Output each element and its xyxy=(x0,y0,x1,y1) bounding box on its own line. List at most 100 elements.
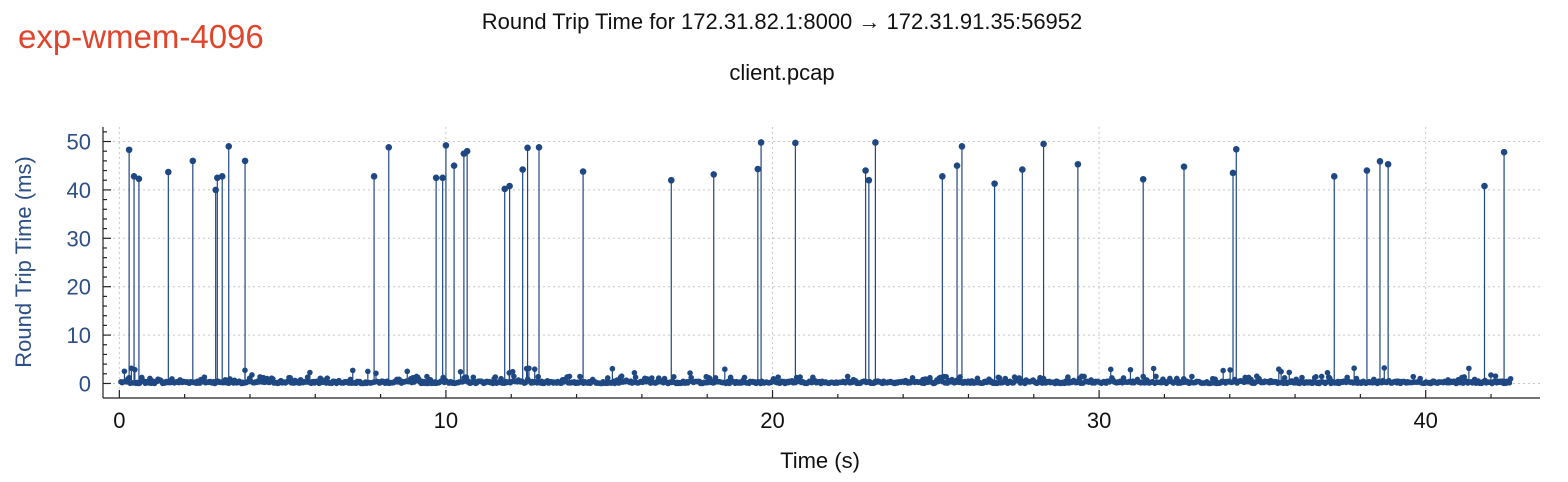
rtt-spike-point xyxy=(1040,140,1047,148)
baseline-point xyxy=(132,366,138,373)
rtt-spike-point xyxy=(189,157,197,165)
baseline-point xyxy=(1492,373,1499,379)
baseline-point xyxy=(1324,369,1331,376)
rtt-spike-point xyxy=(501,185,509,193)
x-tick-label: 10 xyxy=(434,408,458,433)
rtt-spike-point xyxy=(872,139,879,146)
y-axis-label: Round Trip Time (ms) xyxy=(11,156,36,368)
chart-subtitle: client.pcap xyxy=(729,60,834,85)
baseline-point xyxy=(1286,369,1293,376)
rtt-spike-point xyxy=(212,186,219,194)
rtt-spike-point xyxy=(754,165,762,173)
baseline-point xyxy=(1016,375,1022,381)
y-tick-label: 40 xyxy=(67,178,91,203)
data-layer xyxy=(118,139,1514,387)
baseline-point xyxy=(1278,368,1284,375)
baseline-point xyxy=(1461,374,1468,380)
baseline-point xyxy=(470,374,477,381)
x-tick-label: 40 xyxy=(1413,408,1437,433)
baseline-point xyxy=(201,374,208,381)
baseline-point xyxy=(1351,365,1357,372)
baseline-point xyxy=(1127,366,1134,373)
baseline-point xyxy=(1153,373,1159,380)
rtt-spike-point xyxy=(1074,160,1082,168)
rtt-spike-point xyxy=(862,167,869,174)
baseline-point xyxy=(349,367,356,374)
baseline-point xyxy=(457,368,464,375)
baseline-point xyxy=(1081,373,1087,380)
baseline-point xyxy=(1313,374,1319,380)
y-tick-label: 20 xyxy=(67,275,91,300)
baseline-point xyxy=(609,365,616,372)
baseline-point xyxy=(492,374,499,380)
rtt-spike-point xyxy=(432,174,440,182)
baseline-point xyxy=(304,374,311,381)
rtt-spike-point xyxy=(1363,167,1371,174)
rtt-spike-point xyxy=(125,146,133,154)
baseline-point xyxy=(1466,365,1472,372)
baseline-point xyxy=(404,368,411,375)
baseline-point xyxy=(577,373,583,380)
rtt-spike-point xyxy=(939,173,946,180)
rtt-spike-point xyxy=(439,174,446,182)
rtt-spike-point xyxy=(535,144,543,151)
y-tick-label: 50 xyxy=(67,130,91,155)
baseline-point xyxy=(1107,366,1114,373)
baseline-point xyxy=(722,366,728,373)
baseline-point xyxy=(566,373,573,380)
rtt-spike-point xyxy=(710,171,718,178)
x-axis-label: Time (s) xyxy=(780,448,860,473)
experiment-tag: exp-wmem-4096 xyxy=(18,18,264,55)
baseline-point xyxy=(775,374,781,380)
baseline-point xyxy=(1417,375,1424,382)
rtt-spike-point xyxy=(1180,163,1188,170)
baseline-point xyxy=(511,373,517,380)
rtt-spike-point xyxy=(370,173,378,180)
rtt-spike-point xyxy=(385,144,393,151)
rtt-spike-point xyxy=(442,142,450,149)
rtt-spike-point xyxy=(1376,158,1384,165)
axis-layer: 0 10 20 30 40 0 10 20 30 40 50 xyxy=(67,127,1540,433)
grid-layer xyxy=(103,127,1540,398)
baseline-point xyxy=(535,373,542,380)
baseline-point xyxy=(365,368,371,375)
baseline-point xyxy=(1488,372,1494,378)
baseline-point xyxy=(974,375,981,382)
rtt-spike-point xyxy=(135,175,143,183)
baseline-point xyxy=(844,373,851,380)
rtt-spike-point xyxy=(506,182,513,190)
baseline-point xyxy=(797,374,803,380)
y-tick-label: 30 xyxy=(67,226,91,251)
rtt-spike-point xyxy=(1500,148,1508,156)
baseline-point xyxy=(927,374,933,381)
baseline-point xyxy=(1227,367,1233,373)
baseline-point xyxy=(1150,365,1157,372)
baseline-point xyxy=(509,368,516,375)
rtt-spike-point xyxy=(450,162,458,170)
baseline-point xyxy=(604,375,611,381)
baseline-point xyxy=(1189,373,1195,380)
rtt-spike-point xyxy=(1229,169,1237,177)
baseline-point xyxy=(498,375,504,382)
rtt-spike-point xyxy=(1330,173,1338,180)
baseline-point xyxy=(741,374,748,381)
baseline-point xyxy=(1507,375,1514,382)
chart-title: Round Trip Time for 172.31.82.1:8000 → 1… xyxy=(482,9,1083,34)
rtt-spike-point xyxy=(1232,145,1240,153)
rtt-spike-point xyxy=(225,143,233,150)
x-tick-label: 20 xyxy=(760,408,784,433)
rtt-spike-point xyxy=(463,147,471,155)
rtt-spike-point xyxy=(792,139,799,147)
rtt-spike-point xyxy=(757,139,765,146)
rtt-spike-point xyxy=(667,176,675,184)
rtt-spike-point xyxy=(1139,175,1147,183)
rtt-spike-point xyxy=(165,168,172,176)
rtt-spike-point xyxy=(218,173,226,180)
baseline-point xyxy=(1318,373,1325,380)
baseline-point xyxy=(1065,374,1071,380)
rtt-spike-point xyxy=(524,144,531,152)
baseline-point xyxy=(631,369,638,376)
baseline-point xyxy=(687,370,693,376)
baseline-point xyxy=(632,374,639,381)
